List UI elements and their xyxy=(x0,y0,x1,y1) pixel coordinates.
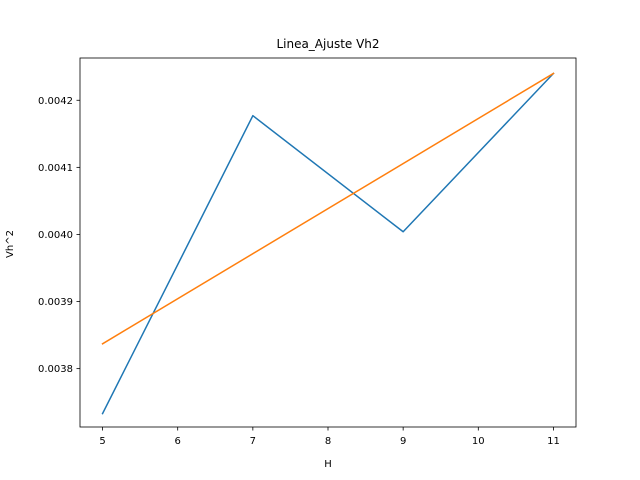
chart-title: Linea_Ajuste Vh2 xyxy=(276,37,379,51)
y-tick-label: 0.0038 xyxy=(38,364,73,375)
y-tick-label: 0.0042 xyxy=(38,96,73,107)
x-tick-label: 9 xyxy=(400,436,406,447)
x-axis-ticks: 5 6 7 8 9 10 11 xyxy=(99,427,560,447)
series-line-2 xyxy=(101,72,555,345)
x-tick-label: 7 xyxy=(250,436,256,447)
y-tick-label: 0.0040 xyxy=(38,230,73,241)
x-tick-label: 5 xyxy=(99,436,105,447)
y-axis-label: Vh^2 xyxy=(5,230,16,258)
x-tick-label: 10 xyxy=(472,436,485,447)
y-tick-label: 0.0041 xyxy=(38,163,73,174)
y-tick-label: 0.0039 xyxy=(38,297,73,308)
series-layer xyxy=(101,72,555,415)
x-tick-label: 11 xyxy=(547,436,560,447)
y-axis-ticks: 0.0038 0.0039 0.0040 0.0041 0.0042 xyxy=(38,96,80,375)
series-line-1 xyxy=(101,72,555,415)
x-tick-label: 8 xyxy=(325,436,331,447)
x-axis-label: H xyxy=(324,459,332,470)
x-tick-label: 6 xyxy=(175,436,181,447)
